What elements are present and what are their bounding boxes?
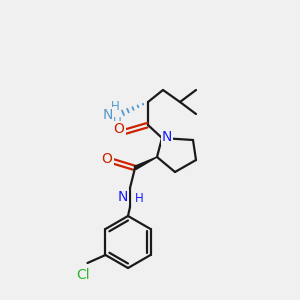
Text: H: H [135, 192, 144, 205]
Text: H: H [111, 100, 119, 112]
Text: O: O [114, 122, 124, 136]
Text: N: N [162, 130, 172, 144]
Polygon shape [134, 157, 157, 169]
Text: Cl: Cl [77, 268, 90, 282]
Text: N: N [118, 190, 128, 204]
Text: O: O [102, 152, 112, 166]
Text: N: N [103, 108, 113, 122]
Text: H: H [112, 116, 122, 129]
